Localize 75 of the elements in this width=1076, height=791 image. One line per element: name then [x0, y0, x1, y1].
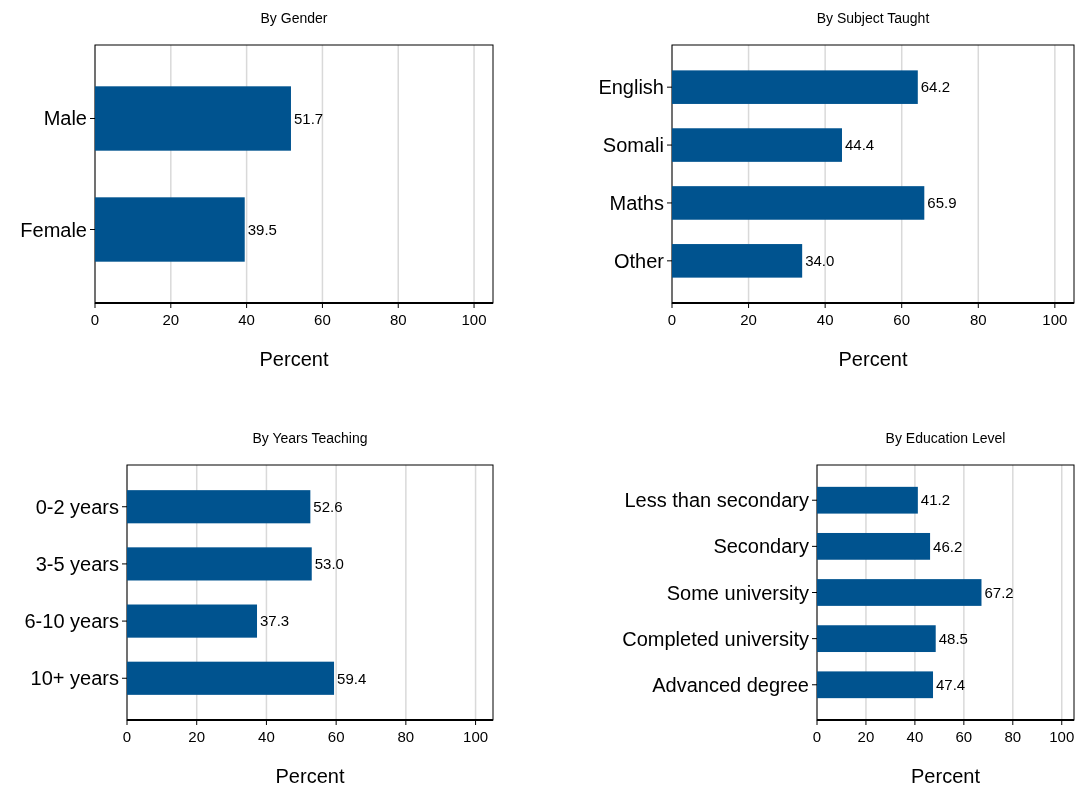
x-tick-label: 80 — [397, 728, 415, 745]
y-tick-label: 0-2 years — [35, 495, 119, 518]
x-tick-label: 40 — [816, 311, 834, 328]
y-tick-label: Maths — [609, 191, 664, 214]
x-tick-label: 80 — [969, 311, 987, 328]
x-tick-label: 40 — [258, 728, 275, 745]
bar — [817, 625, 936, 653]
bar — [817, 671, 934, 699]
x-tick-label: 60 — [327, 728, 345, 745]
bar — [127, 547, 312, 581]
chart-title: By Years Teaching — [252, 430, 368, 446]
x-tick-label: 40 — [906, 728, 924, 745]
bar — [127, 604, 258, 638]
data-label: 41.2 — [920, 491, 951, 509]
bar — [127, 490, 311, 524]
data-label: 34.0 — [805, 252, 835, 270]
y-tick-label: Completed university — [622, 627, 809, 650]
x-tick-label: 60 — [314, 311, 331, 328]
y-tick-label: 3-5 years — [35, 552, 119, 575]
data-label: 44.4 — [844, 136, 875, 154]
y-tick-label: Advanced degree — [652, 673, 809, 696]
x-tick-label: 20 — [857, 728, 875, 745]
x-tick-label: 60 — [893, 311, 911, 328]
x-tick-label: 0 — [812, 728, 822, 745]
x-tick-label: 60 — [955, 728, 973, 745]
x-tick-label: 40 — [238, 311, 255, 328]
data-label: 52.6 — [313, 497, 343, 515]
data-label: 51.7 — [293, 109, 324, 127]
x-tick-label: 20 — [188, 728, 206, 745]
y-tick-label: Somali — [602, 134, 664, 157]
x-tick-label: 20 — [740, 311, 757, 328]
x-tick-label: 0 — [667, 311, 677, 328]
y-tick-label: 6-10 years — [24, 610, 119, 633]
data-label: 37.3 — [260, 612, 290, 630]
bar — [817, 579, 982, 606]
data-label: 64.2 — [920, 78, 950, 96]
x-axis-title: Percent — [911, 765, 981, 787]
data-label: 59.4 — [337, 669, 367, 687]
x-tick-label: 80 — [1004, 728, 1022, 745]
data-label: 53.0 — [314, 555, 344, 573]
bar — [672, 244, 803, 278]
x-axis-title: Percent — [259, 348, 329, 370]
chart-title: By Education Level — [885, 430, 1006, 446]
data-label: 39.5 — [247, 220, 277, 238]
x-tick-label: 0 — [122, 728, 132, 745]
bar — [127, 661, 335, 695]
y-tick-label: Male — [43, 107, 87, 130]
chart-title: By Subject Taught — [816, 10, 930, 26]
x-tick-label: 80 — [389, 311, 407, 328]
data-label: 46.2 — [933, 537, 963, 555]
x-tick-label: 0 — [90, 311, 100, 328]
y-tick-label: Other — [613, 249, 665, 272]
y-tick-label: English — [598, 76, 664, 99]
x-axis-title: Percent — [275, 765, 345, 787]
y-tick-label: Secondary — [713, 535, 809, 558]
x-tick-label: 100 — [463, 728, 489, 745]
x-tick-label: 100 — [461, 311, 487, 328]
y-tick-label: Female — [20, 218, 87, 241]
bar — [672, 70, 918, 104]
x-tick-label: 20 — [162, 311, 180, 328]
y-tick-label: Less than secondary — [624, 489, 809, 512]
x-tick-label: 100 — [1049, 728, 1075, 745]
bar — [817, 532, 931, 560]
data-label: 67.2 — [984, 583, 1014, 601]
bar — [672, 186, 925, 220]
x-tick-label: 100 — [1042, 311, 1068, 328]
chart-title: By Gender — [260, 10, 328, 26]
data-label: 47.4 — [936, 676, 966, 694]
bar — [672, 128, 842, 162]
bar — [817, 486, 918, 514]
x-axis-title: Percent — [838, 348, 908, 370]
data-label: 48.5 — [938, 629, 968, 647]
data-label: 65.9 — [927, 194, 957, 212]
y-tick-label: 10+ years — [30, 667, 119, 690]
y-tick-label: Some university — [666, 581, 809, 604]
